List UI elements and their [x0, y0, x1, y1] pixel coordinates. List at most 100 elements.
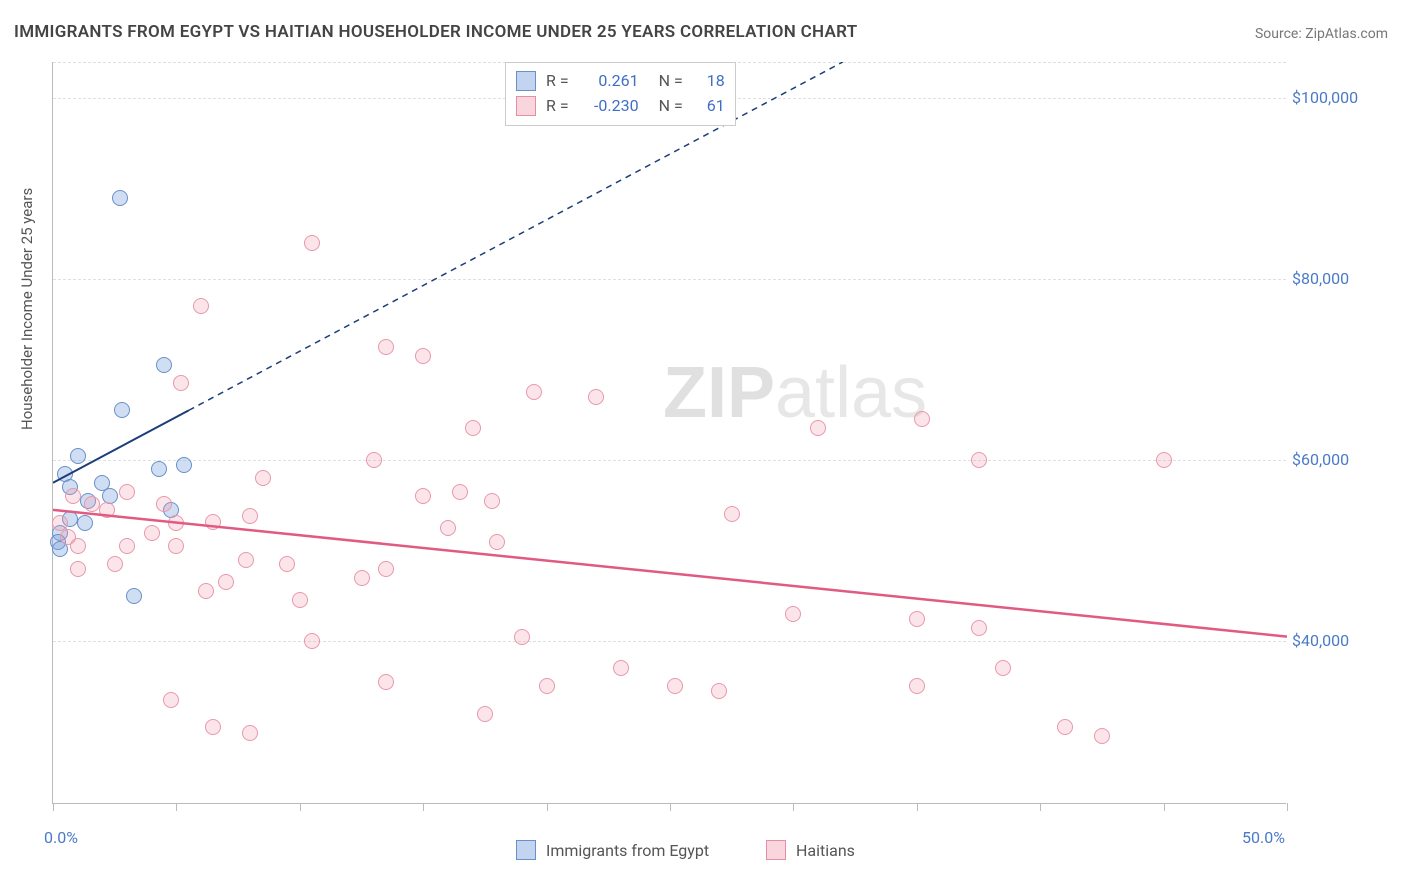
legend-swatch — [516, 71, 536, 91]
data-point — [119, 538, 135, 554]
x-tick — [793, 803, 794, 811]
data-point — [526, 384, 542, 400]
y-tick-label: $40,000 — [1292, 631, 1392, 650]
legend-N-label: N = — [659, 69, 683, 94]
data-point — [218, 574, 234, 590]
data-point — [995, 660, 1011, 676]
data-point — [415, 488, 431, 504]
x-tick — [300, 803, 301, 811]
data-point — [168, 515, 184, 531]
legend-swatch — [766, 840, 786, 860]
legend-R-label: R = — [546, 94, 569, 119]
x-tick — [917, 803, 918, 811]
data-point — [354, 570, 370, 586]
data-point — [70, 448, 86, 464]
data-point — [173, 375, 189, 391]
x-tick — [1164, 803, 1165, 811]
data-point — [84, 496, 100, 512]
x-tick-label: 50.0% — [1242, 828, 1285, 847]
legend-label: Immigrants from Egypt — [546, 841, 709, 860]
data-point — [99, 502, 115, 518]
data-point — [126, 588, 142, 604]
data-point — [151, 461, 167, 477]
y-tick-label: $80,000 — [1292, 269, 1392, 288]
data-point — [785, 606, 801, 622]
data-point — [378, 339, 394, 355]
data-point — [378, 561, 394, 577]
regression-line — [53, 410, 189, 482]
data-point — [484, 493, 500, 509]
legend-R-value: 0.261 — [579, 69, 639, 94]
data-point — [112, 190, 128, 206]
legend-correlation: R = 0.261 N = 18 R = -0.230 N = 61 — [505, 62, 736, 126]
data-point — [279, 556, 295, 572]
data-point — [119, 484, 135, 500]
data-point — [415, 348, 431, 364]
data-point — [465, 420, 481, 436]
plot-area: ZIPatlas $40,000$60,000$80,000$100,000R … — [52, 62, 1286, 804]
data-point — [114, 402, 130, 418]
data-point — [70, 561, 86, 577]
gridline — [53, 279, 1286, 280]
data-point — [539, 678, 555, 694]
data-point — [193, 298, 209, 314]
data-point — [477, 706, 493, 722]
data-point — [1057, 719, 1073, 735]
x-tick — [547, 803, 548, 811]
data-point — [909, 678, 925, 694]
data-point — [378, 674, 394, 690]
data-point — [909, 611, 925, 627]
legend-R-value: -0.230 — [579, 94, 639, 119]
data-point — [304, 633, 320, 649]
x-tick — [1287, 803, 1288, 811]
gridline — [53, 641, 1286, 642]
legend-N-value: 18 — [693, 69, 725, 94]
data-point — [667, 678, 683, 694]
data-point — [77, 515, 93, 531]
legend-N-value: 61 — [693, 94, 725, 119]
legend-row: R = -0.230 N = 61 — [516, 94, 725, 119]
data-point — [440, 520, 456, 536]
data-point — [144, 525, 160, 541]
legend-R-label: R = — [546, 69, 569, 94]
data-point — [163, 692, 179, 708]
chart-title: IMMIGRANTS FROM EGYPT VS HAITIAN HOUSEHO… — [14, 22, 857, 42]
legend-label: Haitians — [796, 841, 855, 860]
watermark-bold: ZIP — [663, 353, 775, 433]
data-point — [613, 660, 629, 676]
y-tick-label: $100,000 — [1292, 88, 1392, 107]
data-point — [255, 470, 271, 486]
legend-N-label: N = — [659, 94, 683, 119]
data-point — [452, 484, 468, 500]
data-point — [971, 452, 987, 468]
data-point — [70, 538, 86, 554]
data-point — [168, 538, 184, 554]
data-point — [156, 357, 172, 373]
data-point — [1094, 728, 1110, 744]
watermark-rest: atlas — [775, 353, 927, 433]
y-tick-label: $60,000 — [1292, 450, 1392, 469]
data-point — [971, 620, 987, 636]
regression-line — [53, 510, 1287, 637]
data-point — [198, 583, 214, 599]
data-point — [588, 389, 604, 405]
x-tick — [53, 803, 54, 811]
data-point — [238, 552, 254, 568]
data-point — [156, 496, 172, 512]
legend-series: Immigrants from Egypt — [516, 840, 709, 860]
data-point — [914, 411, 930, 427]
gridline — [53, 460, 1286, 461]
data-point — [489, 534, 505, 550]
x-tick — [1040, 803, 1041, 811]
data-point — [205, 719, 221, 735]
data-point — [292, 592, 308, 608]
data-point — [514, 629, 530, 645]
data-point — [711, 683, 727, 699]
data-point — [205, 514, 221, 530]
x-tick-label: 0.0% — [44, 828, 78, 847]
y-axis-label: Householder Income Under 25 years — [18, 188, 36, 430]
data-point — [176, 457, 192, 473]
data-point — [242, 725, 258, 741]
x-tick — [176, 803, 177, 811]
legend-series: Haitians — [766, 840, 855, 860]
